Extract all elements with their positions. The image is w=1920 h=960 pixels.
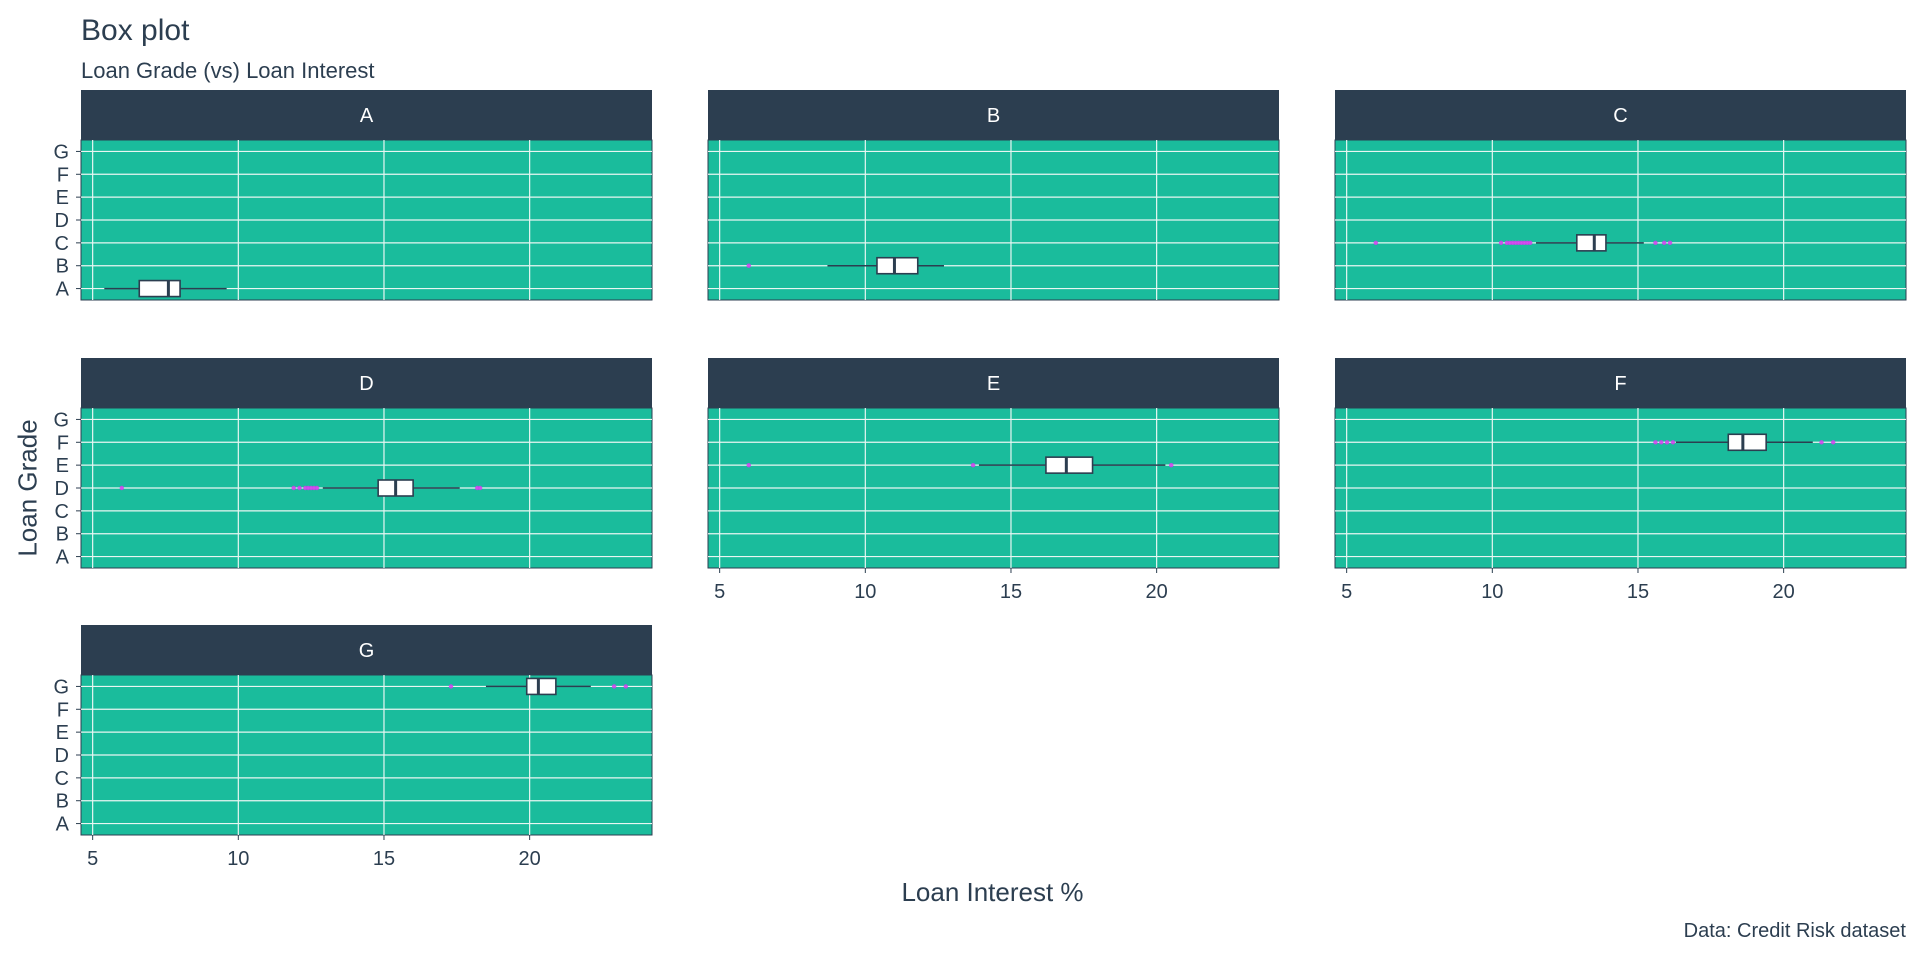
outlier-point: [1527, 240, 1533, 246]
box-iqr: [1045, 456, 1094, 474]
facet-strip-label: B: [987, 105, 1000, 127]
outlier-point: [1667, 240, 1673, 246]
y-tick-label: G: [53, 676, 69, 698]
y-tick-label: C: [55, 233, 69, 255]
outlier-point: [1819, 440, 1824, 445]
x-tick-label: 10: [227, 848, 249, 870]
facet-panel-e: E 5 10 15 20: [707, 358, 1280, 603]
y-tick-label: E: [56, 455, 69, 477]
y-tick-label: F: [57, 164, 69, 186]
y-tick-label: C: [55, 501, 69, 523]
y-tick-label: F: [57, 699, 69, 721]
outlier-point: [1373, 240, 1378, 246]
y-tick-label: G: [53, 409, 69, 431]
y-tick-label: A: [56, 547, 70, 569]
x-tick-label: 5: [87, 848, 98, 870]
x-tick-label: 20: [1146, 581, 1168, 603]
facet-strip-label: D: [359, 373, 373, 395]
y-tick-label: D: [55, 478, 69, 500]
facet-strip: [1335, 90, 1906, 140]
y-tick-label: D: [55, 745, 69, 767]
outlier-point: [623, 684, 628, 689]
outlier-point: [1169, 462, 1174, 468]
outlier-point: [1830, 440, 1836, 445]
x-tick-label: 15: [373, 848, 395, 870]
outlier-point: [1653, 440, 1658, 445]
y-tick-label: C: [55, 768, 69, 790]
outlier-point: [314, 485, 320, 491]
facet-strip-label: E: [987, 373, 1000, 395]
y-tick-label: E: [56, 722, 69, 744]
y-tick-label: F: [57, 432, 69, 454]
y-tick-label: A: [56, 814, 70, 836]
facet-panel-b: B: [707, 90, 1280, 301]
y-tick-label: G: [53, 141, 69, 163]
x-tick-label: 15: [1627, 581, 1649, 603]
box-iqr: [1727, 433, 1767, 452]
x-tick-label: 10: [854, 581, 876, 603]
facet-strip: [81, 90, 652, 140]
chart-caption: Data: Credit Risk dataset: [1683, 920, 1906, 942]
facet-strip-label: C: [1613, 105, 1627, 127]
outlier-point: [448, 684, 454, 689]
outlier-point: [746, 263, 751, 268]
x-tick-label: 20: [519, 848, 541, 870]
box-iqr: [525, 677, 557, 696]
outlier-point: [1498, 240, 1504, 246]
outlier-point: [1653, 240, 1658, 246]
y-tick-label: E: [56, 187, 69, 209]
outlier-point: [970, 462, 976, 468]
facet-panel-c: C: [1334, 90, 1907, 301]
x-tick-label: 20: [1773, 581, 1795, 603]
outlier-point: [119, 485, 124, 491]
facet-strip: [708, 90, 1279, 140]
facet-strip-label: F: [1614, 373, 1626, 395]
y-tick-label: B: [56, 791, 69, 813]
outlier-point: [611, 684, 617, 689]
y-tick-label: A: [56, 279, 70, 301]
facet-strip-label: G: [359, 640, 375, 662]
facet-strip: [81, 358, 652, 408]
x-axis-label: Loan Interest %: [901, 877, 1084, 907]
box-iqr: [138, 279, 181, 298]
outlier-point: [746, 462, 751, 468]
facet-strip: [81, 625, 652, 675]
outlier-point: [291, 485, 296, 491]
box-iqr: [1576, 234, 1607, 252]
x-tick-label: 5: [714, 581, 725, 603]
outlier-point: [477, 485, 483, 491]
x-tick-label: 10: [1481, 581, 1503, 603]
y-tick-label: B: [56, 524, 69, 546]
outlier-point: [1664, 440, 1670, 445]
box-iqr: [876, 256, 919, 275]
facet-strip: [708, 358, 1279, 408]
x-tick-label: 5: [1341, 581, 1352, 603]
x-tick-label: 15: [1000, 581, 1022, 603]
outlier-point: [1661, 240, 1667, 246]
outlier-point: [1670, 440, 1676, 445]
facet-strip: [1335, 358, 1906, 408]
outlier-point: [297, 485, 302, 491]
y-tick-label: D: [55, 210, 69, 232]
facet-panel-f: F 5 10 15 20: [1334, 358, 1907, 603]
facet-strip-label: A: [360, 105, 374, 127]
y-tick-label: B: [56, 256, 69, 278]
outlier-point: [1659, 440, 1664, 445]
chart-title: Box plot: [81, 14, 190, 47]
chart-subtitle: Loan Grade (vs) Loan Interest: [81, 58, 375, 83]
